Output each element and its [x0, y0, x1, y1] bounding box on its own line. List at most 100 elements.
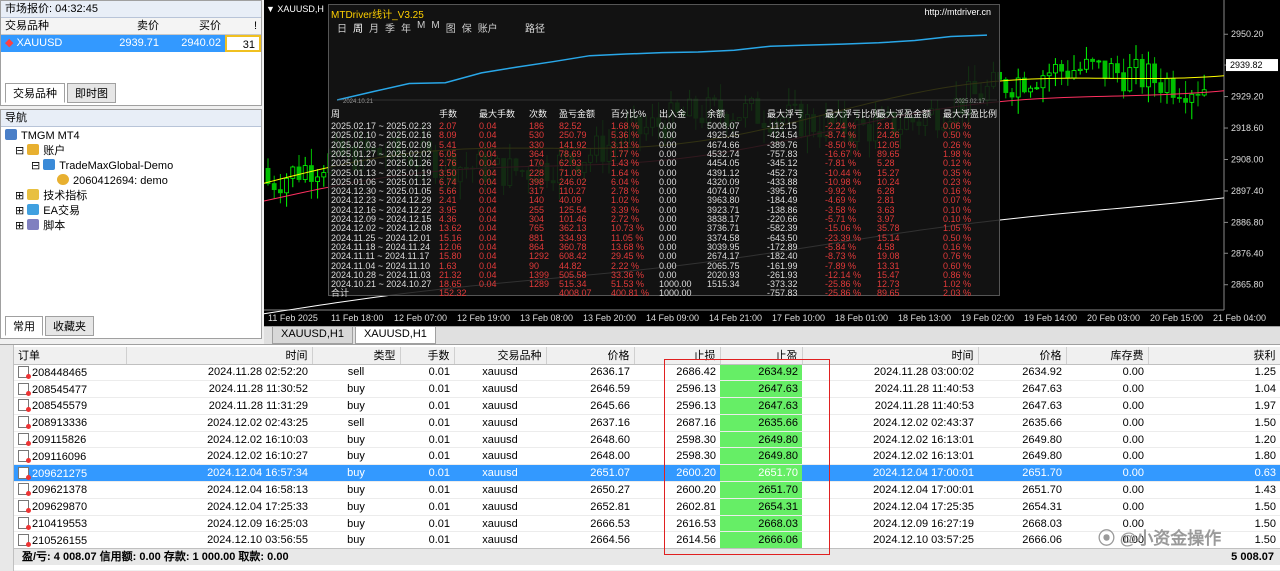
order-id: 210419553	[32, 518, 88, 531]
tree-accounts[interactable]: ⊟ 账户	[15, 144, 66, 157]
col-header[interactable]: 时间	[802, 347, 979, 365]
toolbar-item-5[interactable]: M	[417, 20, 426, 31]
stats-cell: 2.72 %	[611, 214, 640, 224]
stats-row: 2024.11.04 ~ 2024.11.10 1.63 0.04 90 44.82 2.…	[329, 261, 1001, 271]
order-row[interactable]: 209115826 2024.12.02 16:10:03 buy 0.01 xauus…	[14, 431, 1280, 449]
order-row[interactable]: 208545477 2024.11.28 11:30:52 buy 0.01 xauus…	[14, 380, 1280, 399]
col-bid[interactable]: 卖价	[137, 20, 159, 32]
col-header[interactable]: 获利	[1148, 347, 1280, 365]
toolbar-item-8[interactable]: 保	[461, 24, 472, 35]
tree-root[interactable]: TMGM MT4	[5, 129, 257, 144]
tab-tick-chart[interactable]: 即时图	[67, 83, 116, 103]
col-header[interactable]: 交易品种	[454, 347, 547, 365]
order-row[interactable]: 209116096 2024.12.02 16:10:27 buy 0.01 xauus…	[14, 447, 1280, 466]
tree-account[interactable]: 2060412694: demo	[5, 174, 257, 189]
indicator-toolbar: 日周月季年 M M 图保账户	[337, 20, 498, 35]
order-row[interactable]: 208448465 2024.11.28 02:52:20 sell 0.01 xauu…	[14, 364, 1280, 382]
col-spread[interactable]: !	[253, 20, 257, 32]
toolbar-item-1[interactable]: 周	[353, 24, 363, 35]
candle-body	[1102, 60, 1108, 79]
path-button[interactable]: 路径	[525, 24, 545, 35]
stats-cell: 1.02 %	[943, 279, 972, 290]
order-cell: 2024.12.04 17:25:35	[802, 498, 978, 516]
stats-cell: -112.15	[767, 121, 797, 131]
order-cell: buy	[312, 431, 400, 449]
stats-cell: 15.16	[439, 232, 462, 243]
stats-cell: -10.98 %	[825, 176, 862, 187]
candle-body	[1059, 64, 1064, 72]
stats-cell: -433.88	[767, 176, 798, 187]
order-row[interactable]: 209629870 2024.12.04 17:25:33 buy 0.01 xauus…	[14, 498, 1280, 516]
symbol-row-xauusd[interactable]: ◆ XAUUSD 2939.71 2940.02 31	[1, 35, 261, 52]
order-cell: 2024.11.28 11:31:29	[126, 397, 312, 415]
stats-col-header: 出入金	[659, 109, 687, 119]
stats-cell: -7.81 %	[825, 158, 857, 169]
tree-indicators[interactable]: ⊞ 技术指标	[15, 189, 88, 202]
stats-cell: 合计	[331, 288, 350, 299]
stats-cell: -389.76	[767, 139, 798, 150]
toolbar-item-6[interactable]: M	[431, 20, 440, 31]
toolbar-item-2[interactable]: 月	[369, 24, 379, 35]
order-cell: sell	[312, 364, 400, 382]
stats-cell: 0.16 %	[943, 241, 972, 252]
col-header[interactable]: 库存费	[1066, 347, 1149, 365]
candle-body	[309, 165, 314, 182]
stats-cell: 82.52	[559, 121, 582, 131]
toolbar-item-3[interactable]: 季	[385, 24, 395, 35]
chart-symbol-label: ▼ XAUUSD,H	[266, 4, 324, 14]
order-row[interactable]: 209621378 2024.12.04 16:58:13 buy 0.01 xauus…	[14, 481, 1280, 499]
tab-symbols[interactable]: 交易品种	[5, 83, 65, 103]
col-header[interactable]: 订单	[14, 347, 127, 365]
chart-tab-2[interactable]: XAUUSD,H1	[354, 327, 436, 344]
order-row[interactable]: 209621275 2024.12.04 16:57:34 buy 0.01 xauus…	[14, 464, 1280, 483]
equity-curve	[337, 34, 997, 101]
col-header[interactable]: 时间	[126, 347, 313, 365]
order-cell: 2600.20	[634, 481, 720, 499]
order-cell: 0.00	[1066, 464, 1148, 483]
col-header[interactable]: 手数	[400, 347, 455, 365]
col-header[interactable]: 类型	[312, 347, 401, 365]
tree-ea[interactable]: ⊞ EA交易	[15, 204, 80, 217]
stats-cell: 0.04	[479, 279, 497, 290]
price-label: 2908.00	[1231, 154, 1264, 164]
order-cell: 2666.53	[546, 515, 634, 533]
col-symbol[interactable]: 交易品种	[5, 20, 49, 32]
tab-common[interactable]: 常用	[5, 316, 43, 336]
order-cell: 2596.13	[634, 380, 720, 399]
col-header[interactable]: 止损	[634, 347, 721, 365]
stats-cell: -757.83	[767, 148, 798, 159]
order-icon	[18, 533, 31, 547]
tab-favorites[interactable]: 收藏夹	[45, 316, 94, 336]
stats-cell: 2024.11.18 ~ 2024.11.24	[331, 241, 431, 252]
toolbar-item-4[interactable]: 年	[401, 24, 411, 35]
col-header[interactable]: 价格	[978, 347, 1067, 365]
time-label: 20 Feb 03:00	[1087, 313, 1140, 323]
order-icon	[18, 365, 31, 379]
col-header[interactable]: 止盈	[720, 347, 803, 365]
tree-scripts[interactable]: ⊞ 脚本	[15, 219, 66, 232]
col-ask[interactable]: 买价	[199, 20, 221, 32]
order-row[interactable]: 208913336 2024.12.02 02:43:25 sell 0.01 xauu…	[14, 414, 1280, 432]
toolbar-item-7[interactable]: 图	[445, 24, 456, 35]
stats-cell: 3.39 %	[611, 204, 640, 215]
order-id: 208448465	[32, 366, 88, 379]
tree-server[interactable]: ⊟ TradeMaxGlobal-Demo	[31, 159, 174, 172]
order-cell: 2634.92	[720, 364, 802, 382]
toolbar-item-9[interactable]: 账户	[477, 24, 498, 35]
order-cell: 2024.11.28 11:40:53	[802, 380, 978, 399]
stats-cell: 33.36 %	[611, 269, 645, 280]
col-header[interactable]: 价格	[546, 347, 635, 365]
stats-cell: 246.02	[559, 176, 587, 187]
stats-cell: 3.95	[439, 204, 457, 215]
candle-body	[1034, 87, 1040, 90]
candle-body	[1152, 63, 1157, 84]
stats-cell: 5.28	[877, 158, 895, 169]
order-row[interactable]: 210419553 2024.12.09 16:25:03 buy 0.01 xauus…	[14, 515, 1280, 533]
chart-tab-1[interactable]: XAUUSD,H1	[272, 327, 353, 344]
stats-cell: 0.00	[659, 195, 677, 206]
order-row[interactable]: 210526155 2024.12.10 03:56:55 buy 0.01 xauus…	[14, 531, 1280, 550]
toolbar-item-0[interactable]: 日	[337, 24, 347, 35]
stats-cell: 10.24	[877, 176, 900, 187]
candle-body	[284, 177, 290, 194]
order-row[interactable]: 208545579 2024.11.28 11:31:29 buy 0.01 xauus…	[14, 397, 1280, 415]
